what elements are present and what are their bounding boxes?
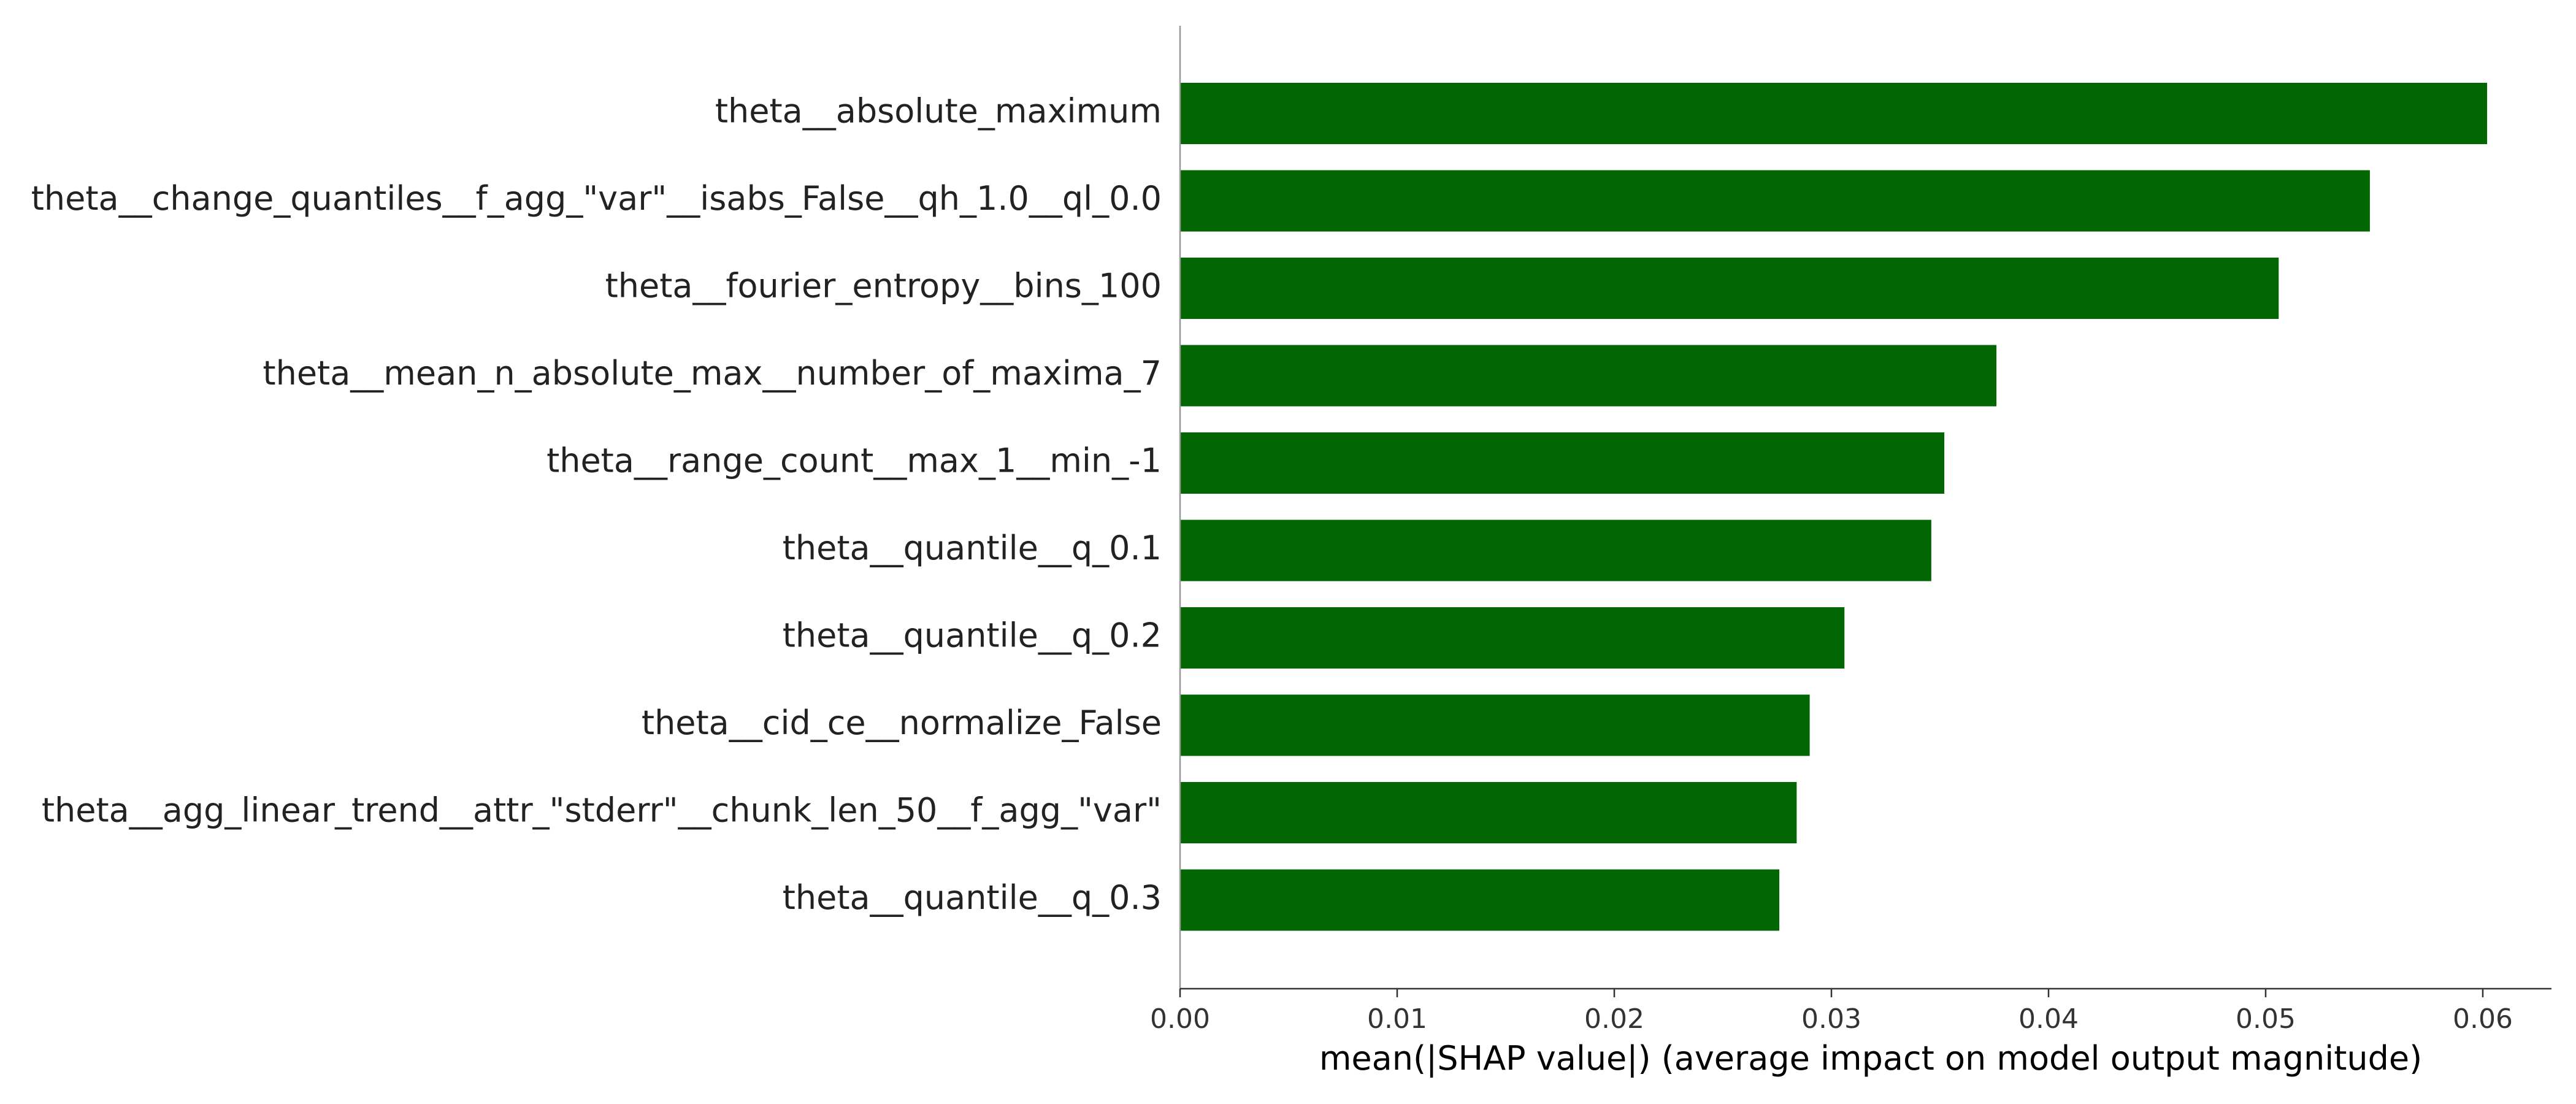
- category-labels-group: theta__absolute_maximum theta__change_qua…: [31, 92, 1162, 918]
- x-axis-title: mean(|SHAP value|) (average impact on mo…: [1319, 1039, 2422, 1078]
- category-label-0: theta__absolute_maximum: [715, 92, 1162, 131]
- category-label-8: theta__agg_linear_trend__attr_"stderr"__…: [42, 791, 1162, 830]
- category-label-5: theta__quantile__q_0.1: [783, 529, 1162, 567]
- x-tick-label-3: 0.03: [1801, 1003, 1861, 1035]
- x-tick-label-1: 0.01: [1367, 1003, 1427, 1035]
- bar-7: [1180, 694, 1810, 756]
- category-label-6: theta__quantile__q_0.2: [783, 616, 1162, 655]
- x-tick-label-2: 0.02: [1584, 1003, 1644, 1035]
- bars-group: [1180, 83, 2488, 931]
- bar-1: [1180, 170, 2370, 232]
- x-tick-label-5: 0.05: [2236, 1003, 2296, 1035]
- category-label-1: theta__change_quantiles__f_agg_"var"__is…: [31, 179, 1162, 218]
- x-tick-label-0: 0.00: [1150, 1003, 1210, 1035]
- bar-2: [1180, 258, 2279, 319]
- bar-9: [1180, 869, 1780, 931]
- x-tick-label-6: 0.06: [2453, 1003, 2513, 1035]
- bar-4: [1180, 432, 1945, 494]
- x-tick-label-4: 0.04: [2018, 1003, 2079, 1035]
- bar-5: [1180, 519, 1931, 581]
- category-label-7: theta__cid_ce__normalize_False: [642, 703, 1162, 742]
- bar-0: [1180, 83, 2488, 144]
- category-label-3: theta__mean_n_absolute_max__number_of_ma…: [263, 354, 1162, 393]
- category-label-9: theta__quantile__q_0.3: [783, 878, 1162, 917]
- category-label-2: theta__fourier_entropy__bins_100: [605, 267, 1162, 305]
- bar-3: [1180, 345, 1997, 407]
- bar-8: [1180, 782, 1797, 843]
- category-label-4: theta__range_count__max_1__min_-1: [546, 442, 1162, 480]
- bar-6: [1180, 607, 1845, 669]
- x-ticks-group: 0.00 0.01 0.02 0.03 0.04 0.05 0.06: [1150, 989, 2513, 1035]
